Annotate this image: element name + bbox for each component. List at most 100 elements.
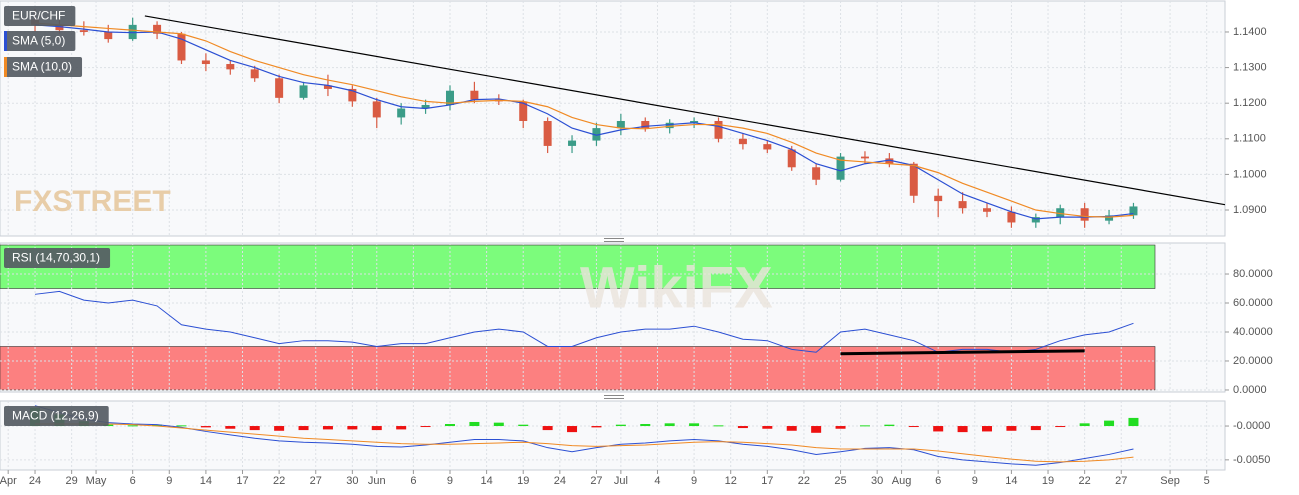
line: [35, 423, 1134, 463]
legend-item: EUR/CHF: [4, 6, 76, 26]
histogram-bar: [1128, 417, 1139, 427]
histogram-bar: [933, 426, 944, 432]
y-tick-label: 20.0000: [1233, 355, 1273, 367]
y-tick-label: -0.0000: [1233, 420, 1270, 432]
candle-body: [1129, 206, 1138, 216]
line: [34, 24, 1134, 220]
histogram-bar: [127, 425, 138, 427]
histogram-bar: [249, 426, 260, 431]
histogram-bar: [737, 426, 748, 429]
watermark: WikiFX: [580, 255, 773, 320]
histogram-bar: [786, 426, 797, 431]
candle-body: [445, 90, 454, 105]
candle-body: [1056, 208, 1065, 218]
candle-body: [860, 156, 869, 159]
legend-box: [4, 406, 109, 426]
histogram-bar: [811, 426, 822, 433]
x-tick-label: Apr: [0, 475, 17, 487]
y-tick-label: 1.1000: [1233, 168, 1267, 180]
candle-body: [641, 120, 650, 129]
candle-body: [543, 120, 552, 146]
x-tick-label: 22: [798, 475, 810, 487]
candle-body: [909, 163, 918, 196]
legend-label: MACD (12,26,9): [12, 409, 99, 423]
candle-body: [1031, 217, 1040, 223]
histogram-bar: [835, 426, 846, 429]
histogram-bar: [591, 426, 602, 428]
x-tick-label: 9: [691, 475, 697, 487]
x-tick-label: 9: [447, 475, 453, 487]
x-tick-label: 14: [480, 475, 492, 487]
candle-body: [153, 24, 162, 34]
histogram-bar: [518, 424, 529, 427]
candle-body: [616, 120, 625, 129]
legend-item: SMA (10,0): [4, 57, 83, 77]
histogram-bar: [469, 421, 480, 427]
legend-label: SMA (5,0): [12, 34, 65, 48]
histogram-bar: [371, 426, 382, 431]
histogram-bar: [1055, 426, 1066, 428]
candle-body: [275, 78, 284, 98]
y-tick-label: 1.1300: [1233, 61, 1267, 73]
y-tick-label: 60.0000: [1233, 297, 1273, 309]
candle-body: [104, 31, 113, 40]
y-tick-label: 80.0000: [1233, 268, 1273, 280]
histogram-bar: [713, 425, 724, 427]
candle-body: [397, 108, 406, 118]
histogram-bar: [103, 424, 114, 427]
legend-box: [4, 57, 83, 77]
candle-body: [372, 101, 381, 118]
candle-body: [665, 122, 674, 129]
y-tick-label: 1.1100: [1233, 133, 1266, 145]
legend-box: [4, 248, 111, 268]
candle-body: [128, 24, 137, 40]
x-tick-label: 5: [1204, 475, 1210, 487]
histogram-bar: [152, 424, 163, 427]
histogram-bar: [322, 426, 333, 430]
candle-body: [983, 208, 992, 212]
panel-background: [0, 400, 1226, 471]
candle-body: [934, 195, 943, 202]
x-tick-label: 9: [166, 475, 172, 487]
legend-label: RSI (14,70,30,1): [12, 251, 100, 265]
histogram-bar: [444, 424, 455, 427]
histogram-bar: [689, 423, 700, 427]
y-tick-label: -0.0050: [1233, 454, 1270, 466]
x-tick-label: Jul: [614, 475, 628, 487]
candle-body: [787, 149, 796, 168]
x-tick-label: 4: [654, 475, 660, 487]
y-tick-label: 0.0000: [1233, 384, 1267, 396]
histogram-bar: [567, 426, 578, 433]
x-tick-label: 30: [871, 475, 883, 487]
x-tick-label: 9: [972, 475, 978, 487]
x-tick-label: 27: [310, 475, 322, 487]
candle-body: [226, 64, 235, 70]
candle-body: [250, 69, 259, 79]
candle-body: [201, 60, 210, 65]
x-tick-label: 19: [1042, 475, 1054, 487]
x-tick-label: 27: [1115, 475, 1127, 487]
x-tick-label: 24: [554, 475, 566, 487]
x-tick-label: 22: [273, 475, 285, 487]
x-tick-label: 17: [761, 475, 773, 487]
x-tick-label: May: [86, 475, 107, 487]
histogram-bar: [982, 426, 993, 432]
histogram-bar: [347, 426, 358, 430]
x-tick-label: Jun: [368, 475, 386, 487]
legend-label: SMA (10,0): [12, 60, 72, 74]
candle-body: [79, 30, 88, 32]
x-tick-label: 12: [725, 475, 737, 487]
x-tick-label: 6: [410, 475, 416, 487]
candle-body: [177, 33, 186, 61]
histogram-bar: [762, 426, 773, 429]
x-tick-label: 27: [590, 475, 602, 487]
candle-body: [470, 90, 479, 100]
histogram-bar: [615, 424, 626, 427]
candle-body: [738, 138, 747, 145]
histogram-bar: [1104, 420, 1115, 427]
candle-body: [1007, 211, 1016, 223]
histogram-bar: [176, 425, 187, 427]
candle-body: [958, 201, 967, 209]
candle-body: [568, 140, 577, 146]
candle-body: [421, 104, 430, 109]
